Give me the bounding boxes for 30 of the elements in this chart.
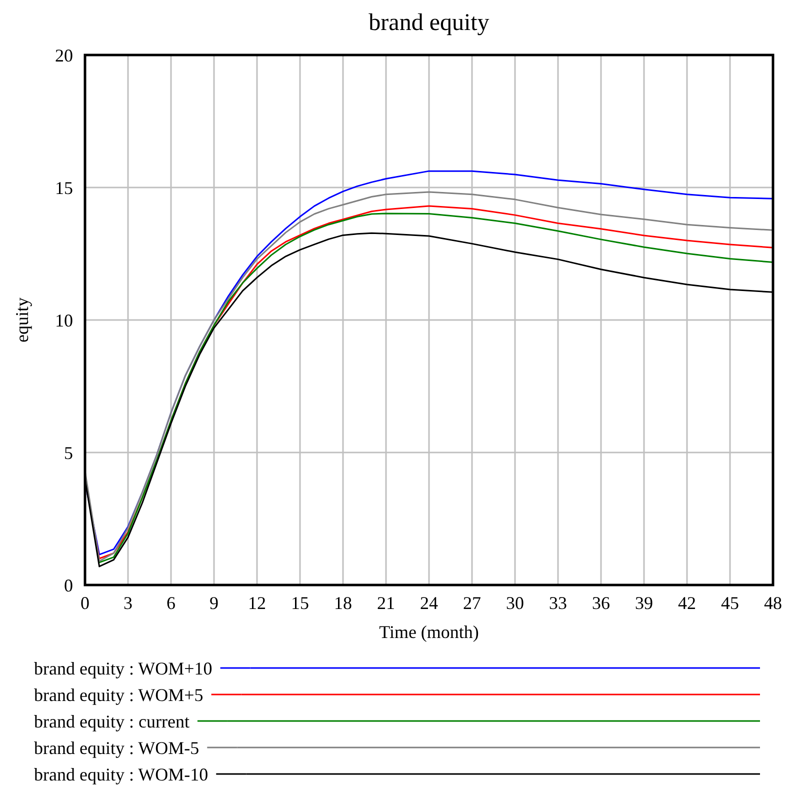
x-tick-label: 48 (764, 593, 782, 613)
x-tick-label: 15 (291, 593, 309, 613)
legend-label: brand equity : WOM+10 (34, 658, 212, 678)
y-tick-label: 0 (64, 575, 73, 596)
x-tick-label: 12 (248, 593, 266, 613)
y-tick-label: 5 (64, 442, 73, 463)
legend-label: brand equity : WOM+5 (34, 684, 204, 705)
x-tick-label: 9 (210, 593, 218, 613)
x-axis-title: Time (month) (379, 622, 479, 642)
x-tick-label: 24 (420, 593, 438, 613)
x-tick-label: 30 (506, 593, 524, 613)
y-tick-label: 15 (55, 178, 73, 198)
x-tick-label: 3 (124, 593, 132, 613)
x-tick-label: 42 (678, 593, 696, 613)
y-tick-label: 10 (55, 310, 73, 330)
x-tick-label: 39 (635, 593, 653, 613)
x-tick-label: 6 (166, 593, 176, 613)
y-tick-label: 20 (55, 45, 73, 66)
x-tick-label: 18 (334, 593, 352, 613)
legend-label: brand equity : current (34, 711, 190, 732)
legend-label: brand equity : WOM-10 (34, 764, 208, 784)
x-tick-label: 21 (377, 593, 395, 613)
x-tick-label: 36 (592, 593, 610, 613)
y-axis-title: equity (12, 298, 32, 342)
chart-title: brand equity (368, 10, 490, 36)
x-tick-label: 0 (80, 593, 90, 613)
x-tick-label: 27 (463, 593, 481, 613)
x-tick-label: 45 (721, 593, 739, 613)
legend-label: brand equity : WOM-5 (34, 738, 200, 758)
x-tick-label: 33 (549, 593, 567, 613)
